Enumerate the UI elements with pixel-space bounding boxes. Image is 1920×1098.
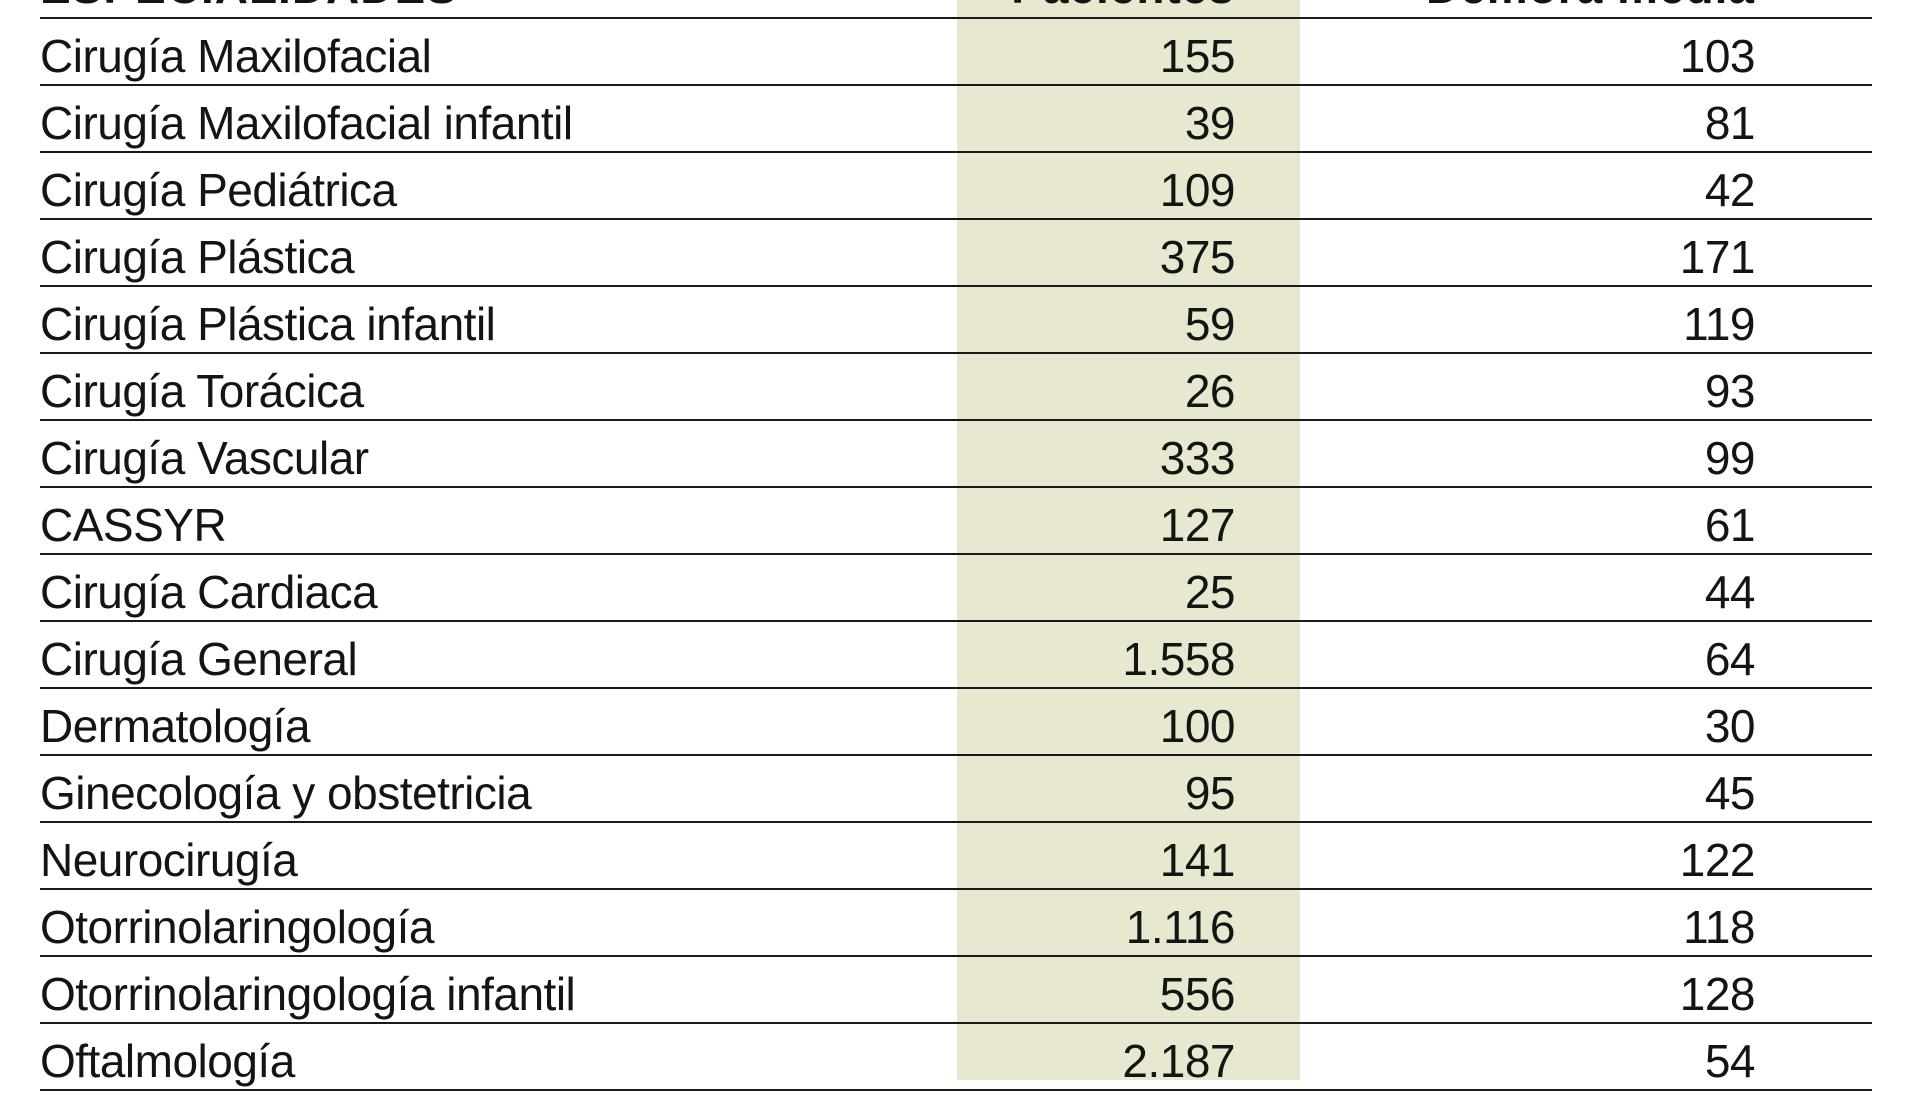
demora-cell: 128: [1679, 968, 1756, 1020]
demora-cell: 45: [1704, 767, 1756, 819]
data-table: ESPECIALIDADES Pacientes Demora media Ci…: [40, 0, 1872, 1091]
especialidad-cell: Cirugía Plástica: [40, 231, 355, 283]
pacientes-cell: 39: [1184, 97, 1236, 149]
demora-cell: 171: [1679, 231, 1756, 283]
pacientes-cell: 155: [1159, 30, 1236, 82]
table-row: Ginecología y obstetricia 95 45: [40, 756, 1872, 823]
demora-cell: 81: [1704, 97, 1756, 149]
pacientes-cell: 1.116: [1125, 901, 1236, 953]
pacientes-cell: 100: [1159, 700, 1236, 752]
pacientes-cell: 26: [1184, 365, 1236, 417]
table-row: Cirugía Plástica infantil 59 119: [40, 287, 1872, 354]
pacientes-cell: 59: [1184, 298, 1236, 350]
pacientes-cell: 95: [1184, 767, 1236, 819]
demora-cell: 44: [1704, 566, 1756, 618]
pacientes-cell: 2.187: [1122, 1035, 1235, 1087]
demora-cell: 64: [1704, 633, 1756, 685]
header-demora-media: Demora media: [1426, 0, 1755, 17]
header-especialidades: ESPECIALIDADES: [40, 0, 458, 17]
table-row: Cirugía Cardiaca 25 44: [40, 555, 1872, 622]
pacientes-cell: 333: [1159, 432, 1236, 484]
demora-cell: 42: [1704, 164, 1756, 216]
table-row: Otorrinolaringología 1.116 118: [40, 890, 1872, 957]
pacientes-cell: 109: [1159, 164, 1236, 216]
especialidad-cell: CASSYR: [40, 499, 227, 551]
table-row: Cirugía Pediátrica 109 42: [40, 153, 1872, 220]
pacientes-cell: 25: [1184, 566, 1236, 618]
especialidad-cell: Cirugía Torácica: [40, 365, 364, 417]
table-row: Cirugía Maxilofacial infantil 39 81: [40, 86, 1872, 153]
demora-cell: 118: [1683, 901, 1755, 953]
especialidad-cell: Cirugía Pediátrica: [40, 164, 397, 216]
table-row: Cirugía Torácica 26 93: [40, 354, 1872, 421]
especialidad-cell: Cirugía Vascular: [40, 432, 369, 484]
table-row: Cirugía General 1.558 64: [40, 622, 1872, 689]
table-header-row: ESPECIALIDADES Pacientes Demora media: [40, 0, 1872, 19]
especialidad-cell: Oftalmología: [40, 1035, 295, 1087]
table-row: Otorrinolaringología infantil 556 128: [40, 957, 1872, 1024]
especialidad-cell: Cirugía Maxilofacial infantil: [40, 97, 573, 149]
especialidad-cell: Otorrinolaringología infantil: [40, 968, 576, 1020]
especialidad-cell: Dermatología: [40, 700, 311, 752]
pacientes-cell: 127: [1159, 499, 1236, 551]
table-row: Cirugía Vascular 333 99: [40, 421, 1872, 488]
table-row: CASSYR 127 61: [40, 488, 1872, 555]
pacientes-cell: 141: [1159, 834, 1236, 886]
demora-cell: 93: [1704, 365, 1756, 417]
table-row: Cirugía Maxilofacial 155 103: [40, 19, 1872, 86]
demora-cell: 54: [1704, 1035, 1756, 1087]
pacientes-cell: 1.558: [1122, 633, 1235, 685]
especialidad-cell: Ginecología y obstetricia: [40, 767, 532, 819]
demora-cell: 61: [1704, 499, 1756, 551]
table-row: Dermatología 100 30: [40, 689, 1872, 756]
demora-cell: 99: [1704, 432, 1756, 484]
especialidad-cell: Otorrinolaringología: [40, 901, 435, 953]
especialidad-cell: Cirugía Cardiaca: [40, 566, 378, 618]
table-row: Neurocirugía 141 122: [40, 823, 1872, 890]
especialidad-cell: Cirugía Maxilofacial: [40, 30, 432, 82]
pacientes-cell: 556: [1159, 968, 1236, 1020]
table-row: Oftalmología 2.187 54: [40, 1024, 1872, 1091]
demora-cell: 103: [1679, 30, 1756, 82]
especialidad-cell: Cirugía Plástica infantil: [40, 298, 496, 350]
demora-cell: 122: [1679, 834, 1756, 886]
pacientes-cell: 375: [1159, 231, 1236, 283]
table-row: Cirugía Plástica 375 171: [40, 220, 1872, 287]
demora-cell: 30: [1704, 700, 1756, 752]
header-pacientes: Pacientes: [1011, 0, 1235, 17]
pacientes-column-highlight: [957, 0, 1300, 1080]
especialidad-cell: Cirugía General: [40, 633, 358, 685]
especialidad-cell: Neurocirugía: [40, 834, 298, 886]
demora-cell: 119: [1683, 298, 1755, 350]
